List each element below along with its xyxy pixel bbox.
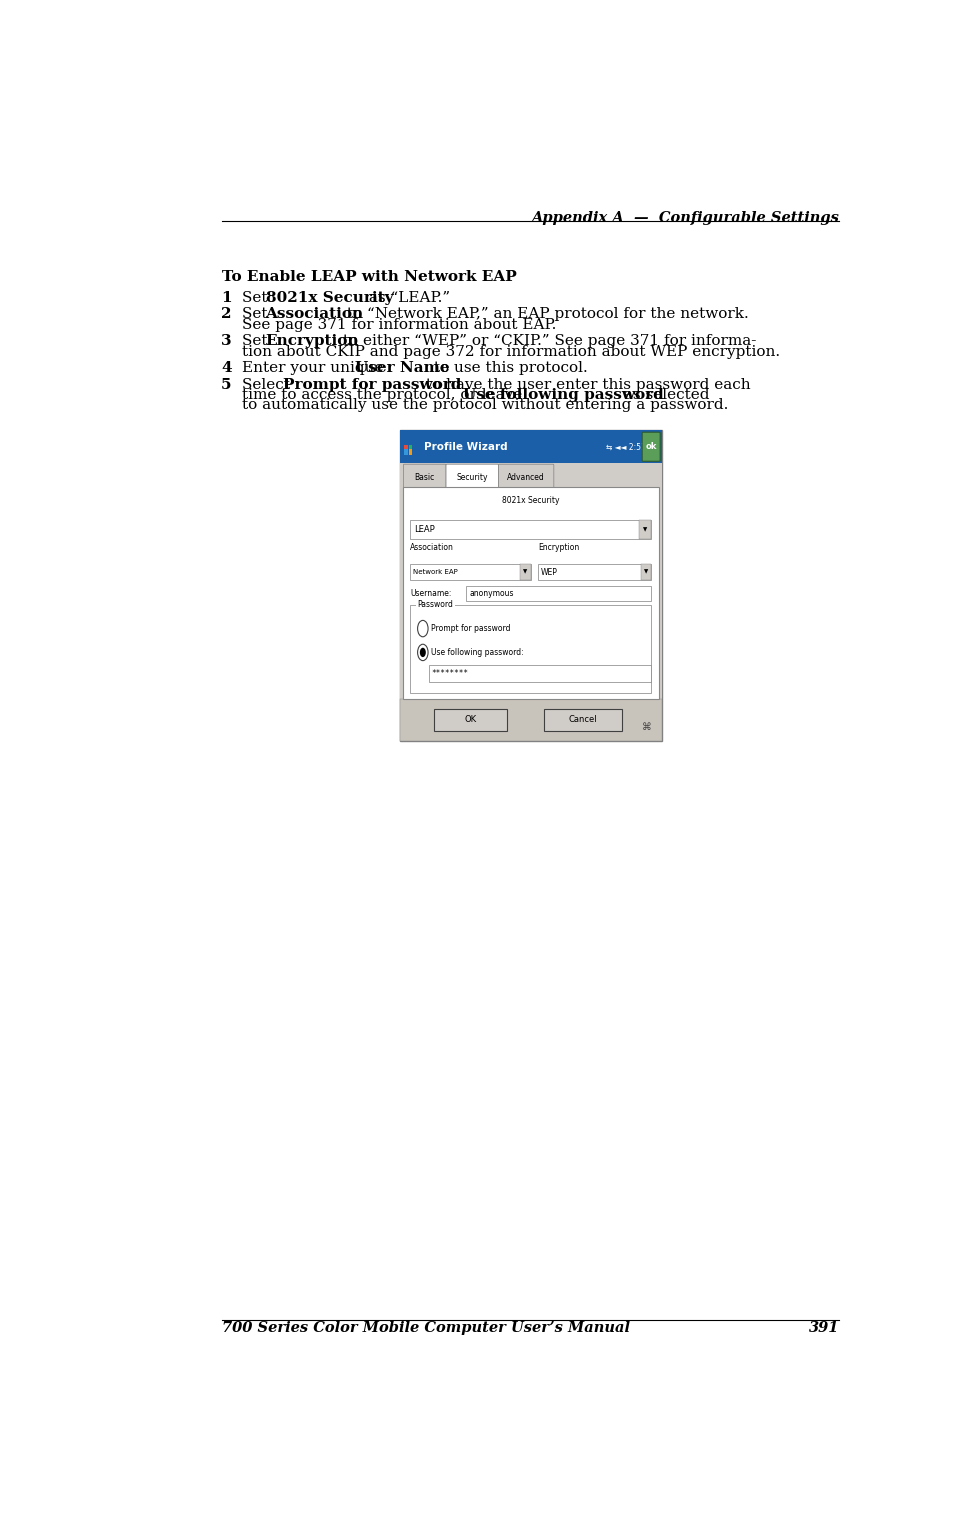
Text: To Enable LEAP with Network EAP: To Enable LEAP with Network EAP: [222, 271, 517, 284]
Text: Advanced: Advanced: [507, 473, 545, 482]
Text: LEAP: LEAP: [413, 525, 435, 534]
Text: ▼: ▼: [643, 528, 647, 532]
Text: as “LEAP.”: as “LEAP.”: [364, 291, 450, 304]
Text: Profile Wizard: Profile Wizard: [423, 441, 507, 452]
Text: Enter your unique: Enter your unique: [242, 362, 388, 376]
Text: ⇆ ◄◄ 2:51: ⇆ ◄◄ 2:51: [606, 443, 645, 452]
Text: Prompt for password: Prompt for password: [283, 379, 462, 392]
Text: 2: 2: [221, 307, 232, 321]
Text: User Name: User Name: [355, 362, 450, 376]
Text: Cancel: Cancel: [569, 715, 597, 724]
Text: Password: Password: [417, 601, 453, 610]
Text: Association: Association: [411, 543, 454, 552]
Text: ********: ********: [432, 669, 469, 678]
Text: Prompt for password: Prompt for password: [431, 624, 511, 633]
Text: to use this protocol.: to use this protocol.: [429, 362, 587, 376]
Text: 8021x Security: 8021x Security: [502, 496, 559, 505]
Text: as selected: as selected: [618, 388, 709, 402]
Text: Username:: Username:: [411, 589, 451, 598]
Bar: [409, 449, 412, 455]
Bar: [544, 709, 622, 730]
Bar: [404, 446, 408, 450]
Circle shape: [420, 648, 426, 657]
Text: Association: Association: [266, 307, 363, 321]
Text: ▼: ▼: [643, 570, 648, 575]
Text: 5: 5: [221, 379, 232, 392]
Text: Use following password:: Use following password:: [431, 648, 524, 657]
Circle shape: [417, 621, 428, 637]
Text: WEP: WEP: [541, 567, 558, 576]
Bar: [403, 487, 659, 700]
Text: 8021x Security: 8021x Security: [266, 291, 393, 304]
Text: to have the user enter this password each: to have the user enter this password eac…: [421, 379, 751, 392]
Text: Set: Set: [242, 291, 272, 304]
Bar: [639, 520, 651, 538]
Text: time to access the protocol, or leave: time to access the protocol, or leave: [242, 388, 527, 402]
Text: tion about CKIP and page 372 for information about WEP encryption.: tion about CKIP and page 372 for informa…: [242, 345, 781, 359]
Bar: [411, 605, 651, 694]
Bar: [640, 564, 651, 580]
Text: Select: Select: [242, 379, 295, 392]
Text: anonymous: anonymous: [469, 589, 514, 598]
Bar: [434, 709, 507, 730]
Text: ▼: ▼: [524, 570, 527, 575]
Bar: [467, 586, 651, 601]
Text: Basic: Basic: [414, 473, 435, 482]
FancyBboxPatch shape: [642, 432, 660, 461]
Text: 391: 391: [810, 1320, 839, 1335]
Text: Security: Security: [457, 473, 488, 482]
Bar: [400, 700, 662, 741]
Text: to either “WEP” or “CKIP.” See page 371 for informa-: to either “WEP” or “CKIP.” See page 371 …: [338, 335, 756, 348]
Text: 1: 1: [221, 291, 232, 304]
Text: Use following password: Use following password: [463, 388, 664, 402]
Text: Appendix A  —  Configurable Settings: Appendix A — Configurable Settings: [531, 210, 839, 225]
Text: 4: 4: [221, 362, 232, 376]
Text: OK: OK: [465, 715, 476, 724]
Bar: [409, 446, 412, 450]
Text: Set: Set: [242, 335, 272, 348]
Bar: [404, 449, 408, 455]
FancyBboxPatch shape: [404, 464, 446, 490]
Text: 700 Series Color Mobile Computer User’s Manual: 700 Series Color Mobile Computer User’s …: [222, 1320, 630, 1335]
Bar: [411, 564, 530, 580]
FancyBboxPatch shape: [498, 464, 554, 490]
Text: 3: 3: [221, 335, 232, 348]
FancyBboxPatch shape: [446, 464, 498, 490]
Text: Encryption: Encryption: [266, 335, 359, 348]
Bar: [538, 564, 651, 580]
Text: ⌘: ⌘: [641, 722, 651, 732]
Bar: [400, 462, 662, 700]
Bar: [400, 430, 662, 741]
Text: Set: Set: [242, 307, 272, 321]
Bar: [429, 665, 651, 683]
Text: Network EAP: Network EAP: [413, 569, 458, 575]
Text: to “Network EAP,” an EAP protocol for the network.: to “Network EAP,” an EAP protocol for th…: [342, 307, 749, 321]
Text: Encryption: Encryption: [538, 543, 580, 552]
Bar: [400, 430, 662, 462]
Circle shape: [417, 645, 428, 660]
Text: ok: ok: [645, 443, 657, 452]
Bar: [411, 520, 651, 538]
Text: to automatically use the protocol without entering a password.: to automatically use the protocol withou…: [242, 399, 728, 412]
Bar: [520, 564, 530, 580]
Text: See page 371 for information about EAP.: See page 371 for information about EAP.: [242, 318, 556, 332]
